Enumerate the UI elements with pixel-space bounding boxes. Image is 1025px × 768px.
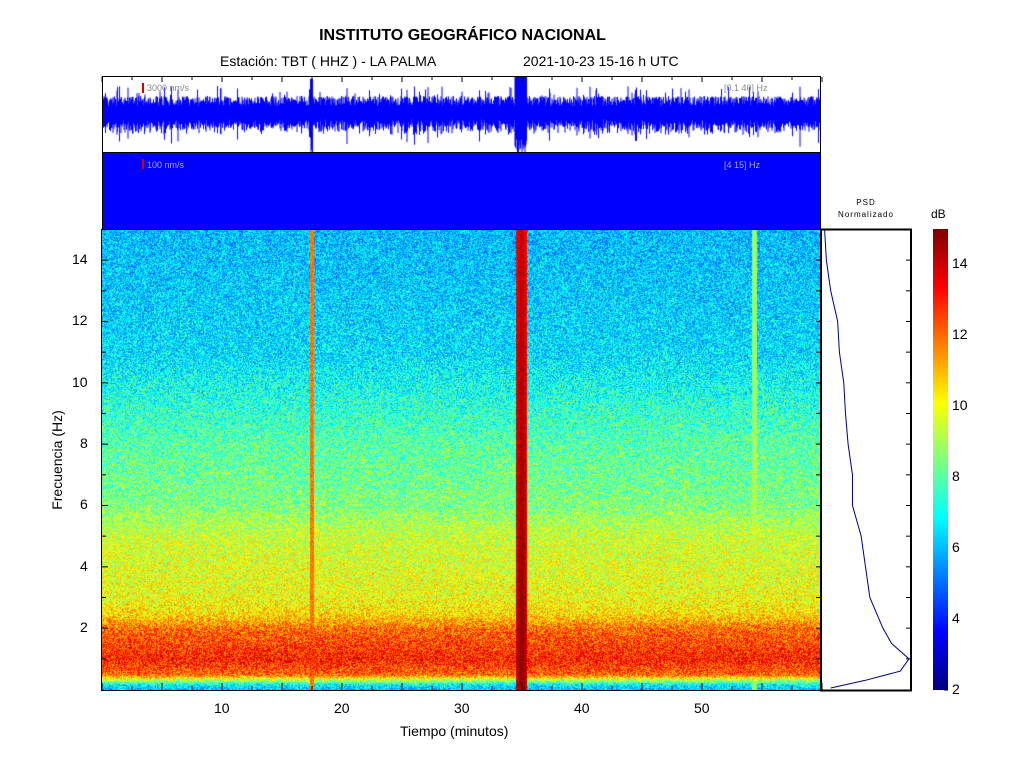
x-tick-label: 10 — [214, 700, 230, 716]
y-tick-label: 6 — [80, 496, 88, 513]
x-tick-label: 20 — [334, 700, 350, 716]
x-axis-label: Tiempo (minutos) — [400, 723, 509, 739]
trace-panel-2 — [102, 152, 821, 230]
psd-line — [824, 229, 910, 689]
trace1-band: [0.1 40] Hz — [724, 83, 768, 93]
colorbar-tick-label: 2 — [952, 681, 960, 697]
colorbar-tick-label: 10 — [952, 397, 968, 414]
spectrogram — [102, 230, 820, 690]
colorbar — [933, 229, 948, 690]
trace2-band: [4 15] Hz — [724, 160, 761, 170]
colorbar-tick-label: 6 — [952, 539, 960, 556]
station-label: Estación: TBT ( HHZ ) - LA PALMA — [220, 53, 437, 69]
scale-bar — [142, 83, 144, 93]
y-axis-label: Frecuencia (Hz) — [49, 410, 65, 510]
colorbar-tick-label: 14 — [952, 255, 968, 272]
y-tick-label: 10 — [72, 373, 88, 390]
scale-bar — [142, 159, 144, 169]
trace1-scale: 3000 nm/s — [147, 83, 190, 93]
colorbar-tick-label: 12 — [952, 326, 968, 343]
date-label: 2021-10-23 15-16 h UTC — [523, 53, 679, 69]
y-tick-label: 2 — [80, 619, 88, 636]
x-tick-label: 50 — [694, 700, 710, 716]
chart-title: INSTITUTO GEOGRÁFICO NACIONAL — [319, 27, 606, 44]
psd-title: PSD Normalizado — [838, 198, 894, 219]
colorbar-tick-label: 4 — [952, 610, 960, 627]
psd-frame — [820, 228, 912, 692]
seismogram-broadband — [102, 76, 820, 152]
colorbar-label: dB — [931, 207, 946, 221]
x-tick-label: 40 — [574, 700, 590, 716]
y-tick-label: 4 — [80, 557, 88, 574]
colorbar-tick-label: 8 — [952, 468, 960, 485]
y-tick-label: 8 — [80, 435, 88, 452]
y-tick-label: 14 — [72, 251, 88, 268]
x-tick-label: 30 — [454, 700, 470, 716]
trace2-scale: 100 nm/s — [147, 160, 185, 170]
y-tick-label: 12 — [72, 312, 88, 329]
